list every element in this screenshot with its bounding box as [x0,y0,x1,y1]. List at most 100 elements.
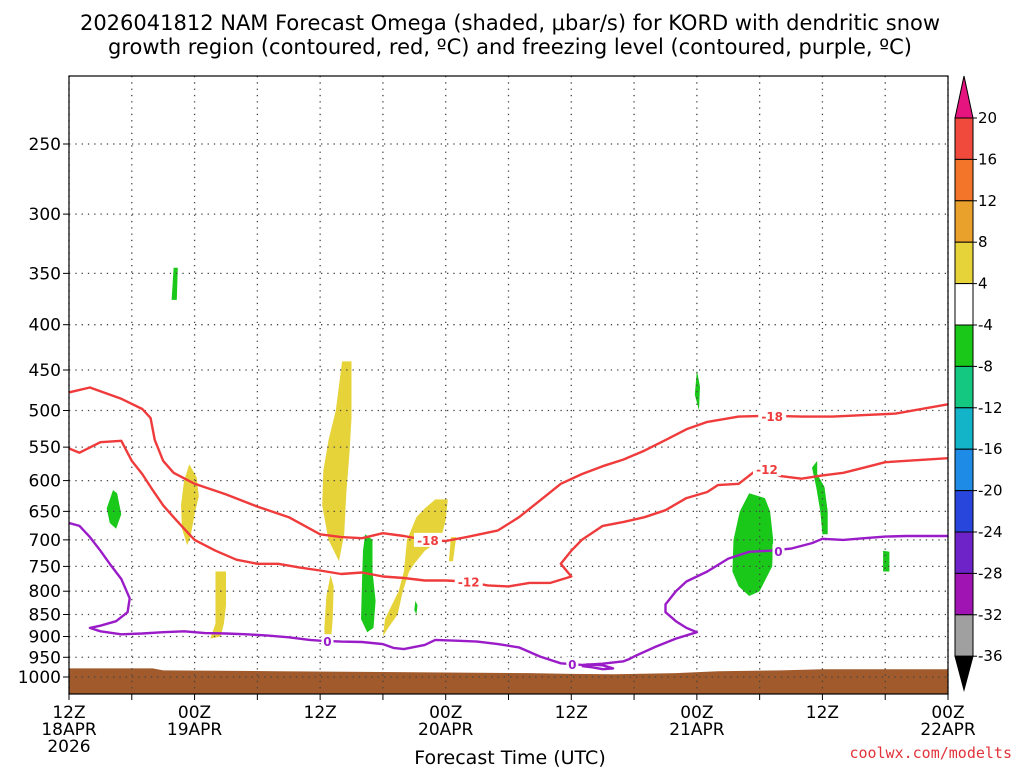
x-tick-label: 12Z [555,703,588,723]
chart-title: 2026041812 NAM Forecast Omega (shaded, μ… [80,11,940,59]
y-tick-label: 400 [29,316,61,336]
colorbar-bin [954,572,974,616]
colorbar-triangle-bottom [954,655,974,692]
y-tick-label: 450 [29,361,61,381]
contour-label: -18 [761,410,783,424]
x-tick-label: 18APR [41,720,97,740]
contours: -18 -18 -12 -12 0 0 0 [69,386,948,672]
omega-area [414,600,418,615]
omega-area [448,537,457,562]
title-line-1: 2026041812 NAM Forecast Omega (shaded, μ… [80,11,940,35]
y-tick-label: 800 [29,582,61,602]
contour-label-bg [413,532,442,547]
contour-label: 0 [774,545,782,559]
colorbar-label: -28 [978,564,1003,582]
y-tick-label: 700 [29,531,61,551]
y-axis: 2503003504004505005506006507007508008509… [18,135,69,688]
colorbar-bin [954,117,974,160]
omega-area [732,493,774,596]
y-tick-label: 850 [29,606,61,626]
colorbar-bin [954,158,974,202]
contour-label-bg [758,408,787,423]
omega-area [324,575,334,647]
colorbar-label: -24 [978,523,1003,541]
colorbar-bin [954,490,974,533]
contour-label-bg [321,634,334,649]
y-tick-label: 350 [29,264,61,284]
contour-label: -12 [458,575,480,589]
omega-area [694,370,700,411]
colorbar-label: 12 [978,192,997,210]
y-tick-label: 600 [29,472,61,492]
colorbar-label: -8 [978,357,993,375]
x-tick-label: 00Z [680,703,713,723]
contour-label: 0 [323,635,331,649]
colorbar: 20 16 12 8 4 -4 -8 -12 -16 -20 -24 -28 -32 -36 [954,75,1003,692]
plot-area: -18 -18 -12 -12 0 0 0 [68,75,949,695]
y-tick-label: 250 [29,135,61,155]
colorbar-bin [954,614,974,657]
colorbar-bin [954,200,974,243]
colorbar-bin [954,448,974,492]
x-tick-label: 12Z [52,703,85,723]
y-tick-label: 650 [29,502,61,522]
contour-line [69,386,948,543]
colorbar-bin [954,283,974,326]
x-tick-label: 00Z [429,703,462,723]
credit-text: coolwx.com/modelts [849,744,1012,762]
contour-label-bg [454,574,483,589]
x-tick-label: 00Z [178,703,211,723]
contour-line [69,521,948,667]
colorbar-label: 16 [978,150,997,168]
y-tick-label: 1000 [18,668,61,688]
x-tick-label: 12Z [806,703,839,723]
colorbar-bin [954,324,974,367]
colorbar-label: -16 [978,440,1003,458]
omega-area [106,490,122,529]
x-tick-label: 00Z [931,703,964,723]
contour-line [581,663,615,671]
contour-label: -12 [756,463,778,477]
colorbar-label: -4 [978,316,993,334]
x-tick-label: 2026 [47,737,90,757]
contour-label-bg [772,544,785,559]
y-tick-label: 750 [29,557,61,577]
x-tick-label: 12Z [304,703,337,723]
contour-label-bg [752,461,781,476]
colorbar-label: 8 [978,233,988,251]
x-tick-label: 20APR [418,720,474,740]
y-tick-label: 550 [29,438,61,458]
omega-shading [106,267,890,647]
colorbar-bin [954,407,974,450]
x-tick-label: 19APR [167,720,223,740]
title-line-2: growth region (contoured, red, ºC) and f… [108,35,912,59]
colorbar-triangle-top [954,75,974,119]
y-tick-label: 950 [29,648,61,668]
colorbar-label: 20 [978,109,997,127]
contour-label-bg [566,657,579,672]
colorbar-label: -32 [978,606,1003,624]
colorbar-label: 4 [978,275,988,293]
y-tick-label: 900 [29,627,61,647]
colorbar-bin [954,241,974,285]
omega-area [812,460,828,535]
colorbar-bin [954,531,974,574]
y-tick-label: 500 [29,402,61,422]
contour-label: 0 [568,658,576,672]
x-axis-title: Forecast Time (UTC) [414,747,605,768]
omega-area [210,571,226,639]
omega-area [361,534,376,633]
omega-area [171,267,178,300]
y-tick-label: 300 [29,205,61,225]
omega-area [883,550,890,572]
x-tick-label: 22APR [920,720,976,740]
contour-label: -18 [417,534,439,548]
colorbar-bin [954,365,974,409]
colorbar-label: -12 [978,399,1003,417]
colorbar-label: -36 [978,647,1003,665]
x-tick-label: 21APR [669,720,725,740]
colorbar-label: -20 [978,482,1003,500]
omega-area [322,361,352,562]
